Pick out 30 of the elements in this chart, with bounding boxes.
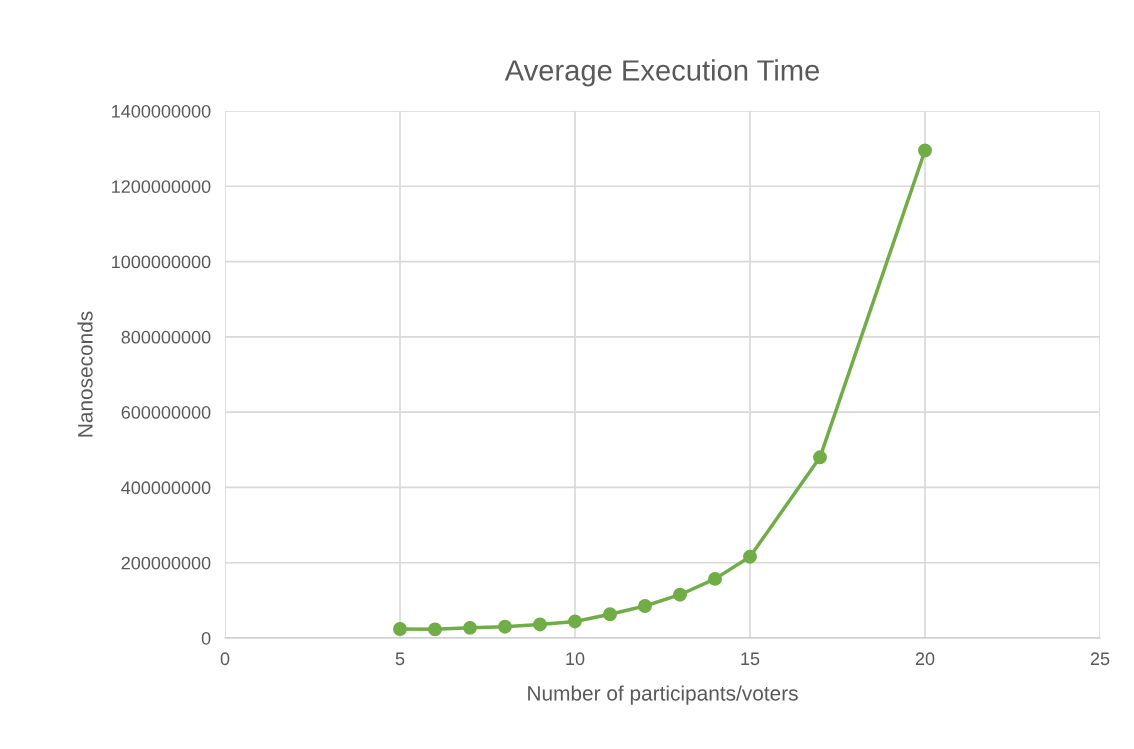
chart-title: Average Execution Time bbox=[504, 59, 820, 87]
point bbox=[918, 143, 932, 158]
y-tick-label: 400000000 bbox=[121, 481, 211, 495]
y-tick-label: 800000000 bbox=[121, 330, 211, 344]
y-tick-label: 1000000000 bbox=[112, 255, 211, 269]
point bbox=[498, 619, 512, 634]
y-tick-label: 0 bbox=[201, 631, 211, 645]
point bbox=[463, 620, 477, 635]
x-tick-label: 0 bbox=[220, 652, 230, 666]
point bbox=[603, 607, 617, 622]
x-tick-label: 10 bbox=[566, 652, 585, 666]
x-tick-label: 25 bbox=[1090, 652, 1110, 666]
x-tick-label: 5 bbox=[395, 652, 405, 666]
y-tick-label: 600000000 bbox=[121, 406, 211, 419]
point bbox=[533, 617, 547, 632]
x-tick-label: 20 bbox=[915, 652, 935, 666]
y-tick-label: 1200000000 bbox=[112, 180, 211, 194]
y-axis-title: Nanoseconds bbox=[77, 311, 93, 437]
y-tick-label: 1400000000 bbox=[112, 104, 211, 118]
point bbox=[393, 622, 407, 636]
point bbox=[673, 587, 687, 602]
x-tick-label: 15 bbox=[741, 652, 760, 666]
x-axis-title: Number of participants/voters bbox=[528, 685, 798, 705]
point bbox=[428, 622, 442, 637]
point bbox=[568, 614, 582, 629]
y-tick-label: 200000000 bbox=[121, 556, 211, 570]
point bbox=[813, 450, 827, 465]
point bbox=[638, 599, 652, 613]
point bbox=[743, 549, 757, 564]
point bbox=[708, 571, 722, 586]
